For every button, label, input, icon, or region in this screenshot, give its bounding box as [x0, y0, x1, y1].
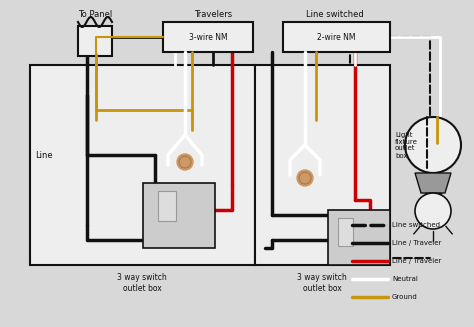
Bar — [283, 22, 390, 52]
Text: Travelers: Travelers — [194, 10, 232, 19]
Circle shape — [177, 154, 193, 170]
Polygon shape — [415, 173, 451, 193]
Bar — [255, 65, 390, 265]
Text: Line switched: Line switched — [392, 222, 440, 228]
Circle shape — [415, 193, 451, 229]
Circle shape — [179, 156, 191, 168]
Text: 3-wire NM: 3-wire NM — [189, 32, 228, 42]
Bar — [338, 218, 353, 246]
Circle shape — [405, 117, 461, 173]
Bar — [143, 183, 215, 248]
Text: 3 way switch
outlet box: 3 way switch outlet box — [297, 273, 347, 293]
Text: 3 way switch
outlet box: 3 way switch outlet box — [117, 273, 167, 293]
Text: Line: Line — [35, 150, 53, 160]
Text: Line switched: Line switched — [306, 10, 364, 19]
Text: 2-wire NM: 2-wire NM — [317, 32, 355, 42]
Text: Line / Traveler: Line / Traveler — [392, 258, 441, 264]
Text: Neutral: Neutral — [392, 276, 418, 282]
Text: Ground: Ground — [392, 294, 418, 300]
Text: Light
fixture
outlet
box: Light fixture outlet box — [395, 131, 418, 159]
Bar — [158, 191, 176, 221]
Bar — [78, 26, 112, 56]
Bar — [328, 210, 390, 265]
Text: Line / Traveler: Line / Traveler — [392, 240, 441, 246]
Bar — [425, 193, 441, 203]
Bar — [30, 65, 255, 265]
Circle shape — [299, 172, 311, 184]
Bar — [163, 22, 253, 52]
Text: To Panel: To Panel — [78, 10, 112, 19]
Circle shape — [297, 170, 313, 186]
